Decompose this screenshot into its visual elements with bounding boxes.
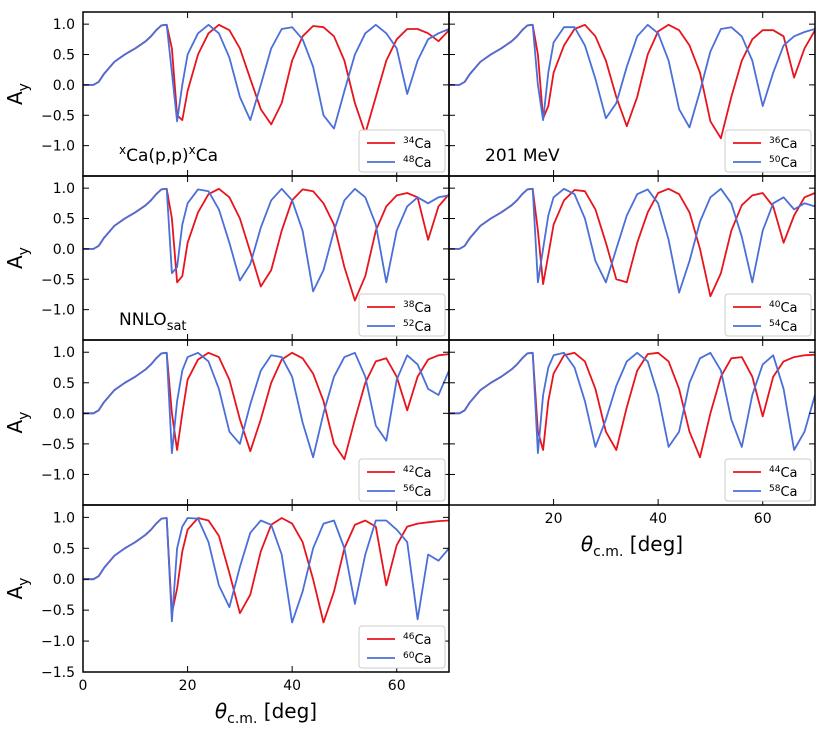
- panel-6: 20 40 60 θc.m. [deg] 44Ca 58Ca: [448, 339, 816, 560]
- y-tick-label: 0.5: [53, 212, 75, 228]
- series-line-50Ca: [449, 23, 815, 129]
- legend-label-40Ca: 40Ca: [769, 300, 798, 316]
- legend: 40Ca 54Ca: [724, 293, 812, 337]
- y-tick-label: 1.0: [53, 17, 75, 33]
- y-tick-label: −1.0: [41, 634, 75, 650]
- y-axis-label: Ay: [3, 83, 32, 105]
- panel-frame: [448, 339, 816, 506]
- series-line-58Ca: [449, 351, 815, 454]
- legend-box: [724, 458, 812, 502]
- legend-label-56Ca: 56Ca: [403, 484, 432, 500]
- x-tick-label: 60: [388, 678, 406, 694]
- legend-box: [724, 293, 812, 337]
- series-line-56Ca: [83, 351, 449, 459]
- panel-2: 201 MeV 36Ca 50Ca: [448, 11, 816, 177]
- legend-box: [358, 625, 446, 669]
- panel-1: 1.0 0.5 0.0 −0.5 −1.0 Ay xCa(p,p)xCa 34Ca 48Ca: [3, 11, 450, 177]
- x-tick-label: 20: [545, 511, 563, 527]
- legend-label-54Ca: 54Ca: [769, 319, 798, 335]
- y-tick-label: −0.5: [41, 108, 75, 124]
- legend: 44Ca 58Ca: [724, 458, 812, 502]
- y-tick-label: −1.0: [41, 467, 75, 483]
- x-tick-label: 40: [283, 678, 301, 694]
- x-tick-label: 60: [754, 511, 772, 527]
- x-tick-label: 40: [649, 511, 667, 527]
- legend-box: [358, 129, 446, 173]
- y-tick-label: −0.5: [41, 437, 75, 453]
- panel-5: 1.0 0.5 0.0 −0.5 −1.0 Ay 42Ca 56Ca: [3, 339, 450, 506]
- legend-label-38Ca: 38Ca: [403, 300, 432, 316]
- legend-label-36Ca: 36Ca: [769, 136, 798, 152]
- legend-label-52Ca: 52Ca: [403, 319, 432, 335]
- legend-label-42Ca: 42Ca: [403, 465, 432, 481]
- y-axis-label: Ay: [3, 247, 32, 269]
- y-tick-label: 0.0: [53, 242, 75, 258]
- legend-label-48Ca: 48Ca: [403, 155, 432, 171]
- panel-annotation: NNLOsat: [119, 310, 187, 334]
- y-tick-label: 0.5: [53, 541, 75, 557]
- legend: 36Ca 50Ca: [724, 129, 812, 173]
- y-tick-label: −0.5: [41, 272, 75, 288]
- y-axis-label: Ay: [3, 412, 32, 434]
- series-line-54Ca: [449, 187, 815, 294]
- legend-label-60Ca: 60Ca: [403, 651, 432, 667]
- panel-annotation: 201 MeV: [485, 146, 560, 166]
- y-tick-label: 0.5: [53, 376, 75, 392]
- legend-box: [724, 129, 812, 173]
- panel-annotation: xCa(p,p)xCa: [119, 143, 218, 166]
- panel-frame: [82, 504, 450, 673]
- panel-7: 1.0 0.5 0.0 −0.5 −1.0 −1.50 20 40 60 Ay θc.m. [deg…: [3, 504, 450, 727]
- panel-4: 40Ca 54Ca: [448, 175, 816, 341]
- y-tick-label: 0.0: [53, 78, 75, 94]
- y-tick-label: 0.0: [53, 406, 75, 422]
- series-line-42Ca: [83, 351, 449, 461]
- legend-label-34Ca: 34Ca: [403, 136, 432, 152]
- series-line-48Ca: [83, 23, 449, 130]
- y-axis-label: Ay: [3, 578, 32, 600]
- legend-label-46Ca: 46Ca: [403, 632, 432, 648]
- legend-box: [358, 458, 446, 502]
- y-tick-label: 1.0: [53, 510, 75, 526]
- x-tick-label: 20: [179, 678, 197, 694]
- y-tick-label: 1.0: [53, 345, 75, 361]
- legend-label-44Ca: 44Ca: [769, 465, 798, 481]
- legend-label-58Ca: 58Ca: [769, 484, 798, 500]
- y-tick-label: 0.0: [53, 572, 75, 588]
- series-line-34Ca: [83, 23, 449, 135]
- y-tick-label: 0.5: [53, 48, 75, 64]
- legend: 46Ca 60Ca: [358, 625, 446, 669]
- legend-box: [358, 293, 446, 337]
- series-line-60Ca: [83, 517, 449, 624]
- series-line-52Ca: [83, 187, 449, 293]
- x-axis-label: θc.m. [deg]: [581, 532, 683, 560]
- y-tick-label: −1.5: [41, 665, 75, 681]
- series-line-44Ca: [449, 351, 815, 459]
- x-tick-label: 0: [79, 678, 88, 694]
- y-tick-label: −1.0: [41, 139, 75, 155]
- series-line-36Ca: [449, 23, 815, 140]
- legend-label-50Ca: 50Ca: [769, 155, 798, 171]
- legend: 38Ca 52Ca: [358, 293, 446, 337]
- panel-3: 1.0 0.5 0.0 −0.5 −1.0 Ay NNLOsat 38Ca 52Ca: [3, 175, 450, 341]
- y-tick-label: −0.5: [41, 603, 75, 619]
- series-line-46Ca: [83, 517, 449, 624]
- legend: 42Ca 56Ca: [358, 458, 446, 502]
- y-tick-label: 1.0: [53, 181, 75, 197]
- legend: 34Ca 48Ca: [358, 129, 446, 173]
- x-axis-label: θc.m. [deg]: [215, 699, 317, 727]
- y-tick-label: −1.0: [41, 303, 75, 319]
